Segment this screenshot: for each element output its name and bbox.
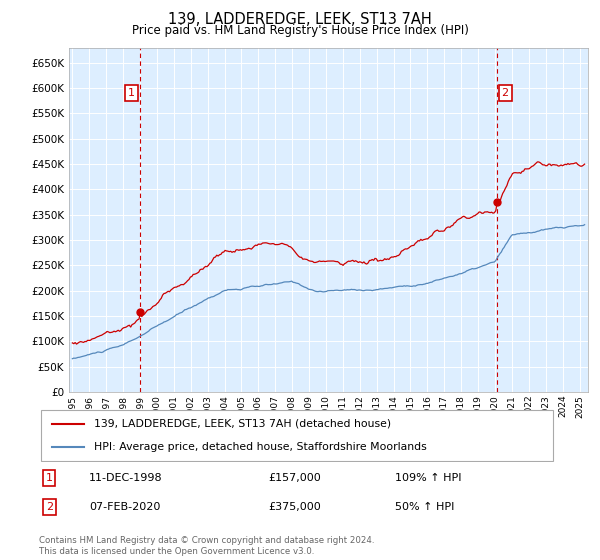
FancyBboxPatch shape: [41, 410, 553, 461]
Text: £157,000: £157,000: [268, 473, 321, 483]
Text: 109% ↑ HPI: 109% ↑ HPI: [395, 473, 461, 483]
Text: 50% ↑ HPI: 50% ↑ HPI: [395, 502, 454, 512]
Text: Price paid vs. HM Land Registry's House Price Index (HPI): Price paid vs. HM Land Registry's House …: [131, 24, 469, 37]
Text: 11-DEC-1998: 11-DEC-1998: [89, 473, 163, 483]
Text: 07-FEB-2020: 07-FEB-2020: [89, 502, 160, 512]
Text: 1: 1: [46, 473, 53, 483]
Text: £375,000: £375,000: [268, 502, 321, 512]
Text: 2: 2: [46, 502, 53, 512]
Text: 139, LADDEREDGE, LEEK, ST13 7AH: 139, LADDEREDGE, LEEK, ST13 7AH: [168, 12, 432, 27]
Text: HPI: Average price, detached house, Staffordshire Moorlands: HPI: Average price, detached house, Staf…: [94, 442, 427, 452]
Text: Contains HM Land Registry data © Crown copyright and database right 2024.
This d: Contains HM Land Registry data © Crown c…: [39, 536, 374, 556]
Text: 139, LADDEREDGE, LEEK, ST13 7AH (detached house): 139, LADDEREDGE, LEEK, ST13 7AH (detache…: [94, 419, 391, 429]
Text: 2: 2: [502, 88, 509, 98]
Text: 1: 1: [128, 88, 135, 98]
